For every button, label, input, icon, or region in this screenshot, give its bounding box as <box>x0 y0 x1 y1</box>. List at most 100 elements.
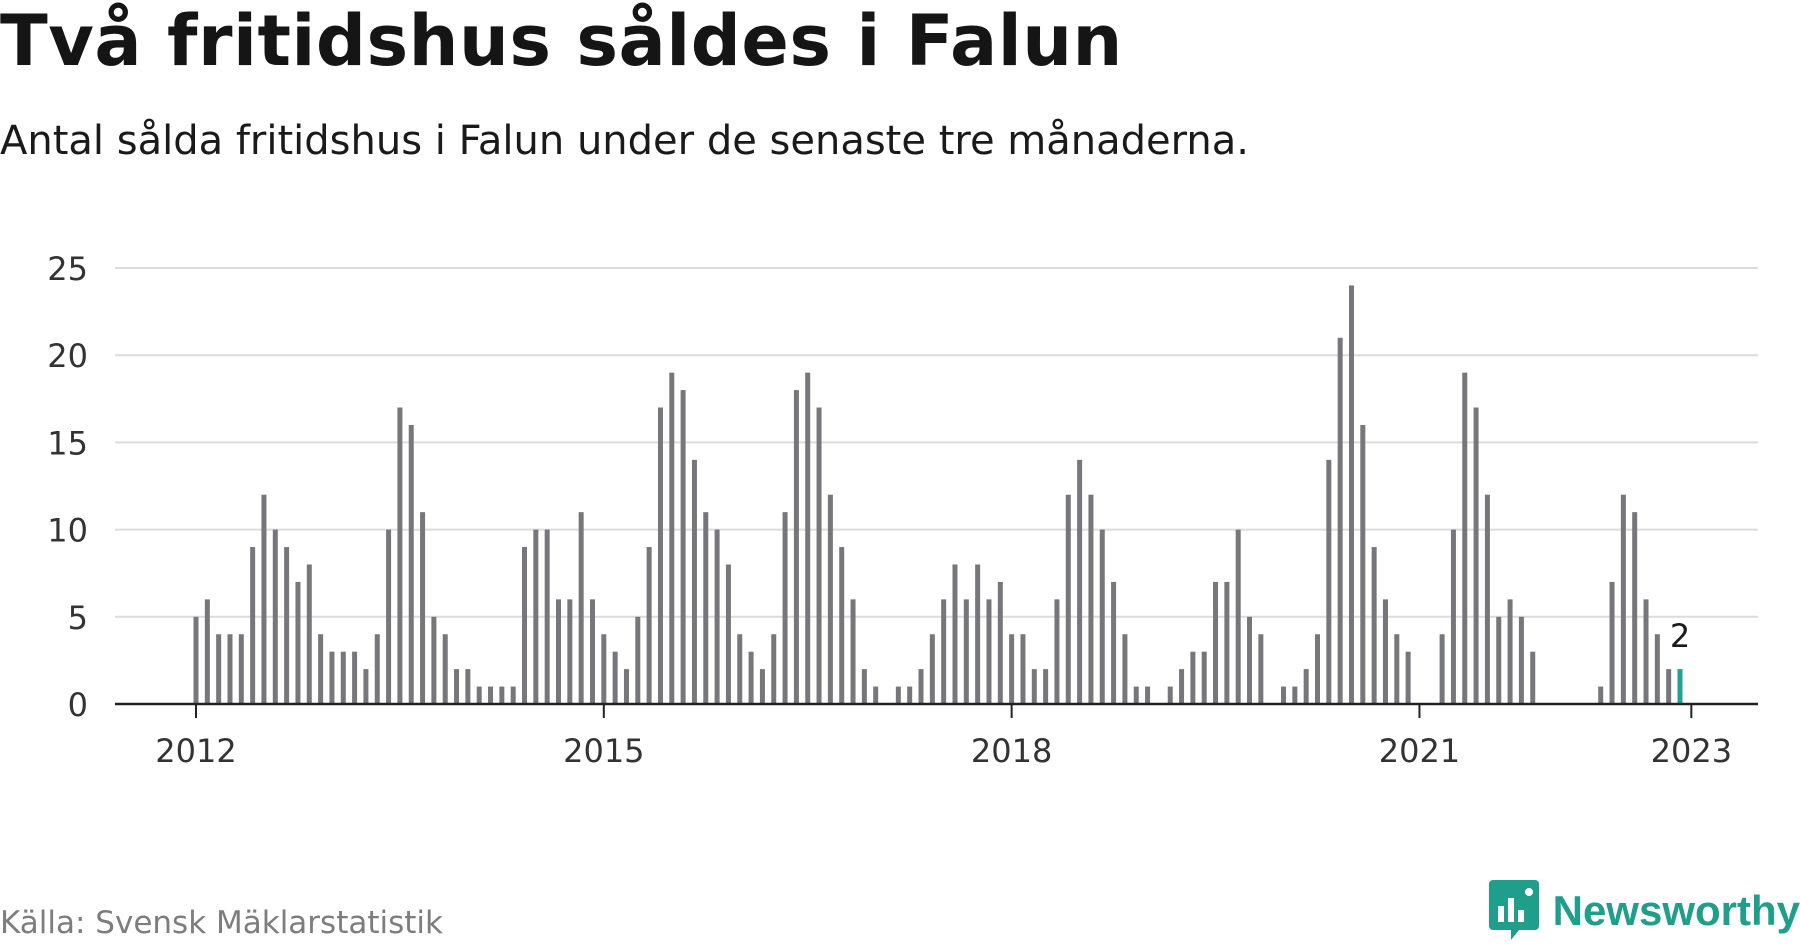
bar <box>284 547 290 704</box>
bar <box>1009 634 1015 704</box>
bar <box>1111 581 1117 704</box>
bar <box>1326 459 1332 704</box>
bar <box>363 669 369 704</box>
bar <box>272 529 278 704</box>
bar <box>997 581 1003 704</box>
bar <box>1043 669 1049 704</box>
bar <box>522 547 528 704</box>
bar-chart: 0 5 10 15 20 25 2012 2015 2018 2021 2023 2 <box>47 250 1758 770</box>
bar <box>918 669 924 704</box>
y-tick-label: 5 <box>68 599 88 637</box>
bar <box>691 459 697 704</box>
bar <box>827 494 833 704</box>
bar <box>816 407 822 704</box>
bar <box>261 494 267 704</box>
bar <box>873 686 879 704</box>
bar <box>1632 512 1638 704</box>
bar <box>748 651 754 704</box>
bar <box>1382 599 1388 704</box>
bar <box>499 686 505 704</box>
chart-subtitle: Antal sålda fritidshus i Falun under de … <box>0 118 1249 164</box>
bar <box>1247 616 1253 704</box>
bar <box>782 512 788 704</box>
bar <box>895 686 901 704</box>
bar-highlight <box>1677 669 1683 704</box>
bar <box>1337 337 1343 704</box>
bar <box>1360 424 1366 704</box>
bar <box>431 616 437 704</box>
bar <box>578 512 584 704</box>
bar <box>1484 494 1490 704</box>
bar <box>476 686 482 704</box>
bar <box>1281 686 1287 704</box>
bar <box>680 390 686 704</box>
x-tick-label: 2012 <box>155 732 236 770</box>
bar <box>1314 634 1320 704</box>
bar <box>839 547 845 704</box>
bar <box>1654 634 1660 704</box>
bar <box>850 599 856 704</box>
bar <box>907 686 913 704</box>
bar <box>635 616 641 704</box>
grid-lines <box>115 267 1758 618</box>
bar <box>771 634 777 704</box>
x-tick-label: 2015 <box>563 732 644 770</box>
y-tick-label: 10 <box>47 512 88 550</box>
bar <box>329 651 335 704</box>
bar <box>714 529 720 704</box>
bar <box>1235 529 1241 704</box>
y-axis-ticks: 0 5 10 15 20 25 <box>47 250 88 724</box>
bar <box>1258 634 1264 704</box>
bar <box>861 669 867 704</box>
bar <box>1099 529 1105 704</box>
bar <box>975 564 981 704</box>
bar <box>454 669 460 704</box>
bar <box>1190 651 1196 704</box>
bar <box>1666 669 1672 704</box>
bar <box>601 634 607 704</box>
newsworthy-logo-icon <box>1488 880 1539 940</box>
bar <box>533 529 539 704</box>
bar <box>1224 581 1230 704</box>
y-tick-label: 15 <box>47 424 88 462</box>
x-tick-label: 2018 <box>971 732 1052 770</box>
bar <box>1201 651 1207 704</box>
bar <box>1496 616 1502 704</box>
bar <box>1133 686 1139 704</box>
bar <box>1213 581 1219 704</box>
bar <box>952 564 958 704</box>
bars <box>193 285 1683 704</box>
bar <box>1371 547 1377 704</box>
brand-name: Newsworthy <box>1552 887 1800 934</box>
bar <box>1179 669 1185 704</box>
bar <box>374 634 380 704</box>
bar <box>737 634 743 704</box>
bar <box>397 407 403 704</box>
bar <box>216 634 222 704</box>
bar <box>929 634 935 704</box>
bar <box>1473 407 1479 704</box>
brand-logo: Newsworthy <box>1488 880 1800 942</box>
bar <box>1122 634 1128 704</box>
bar <box>1530 651 1536 704</box>
bar <box>1394 634 1400 704</box>
bar <box>1054 599 1060 704</box>
bar <box>1145 686 1151 704</box>
bar <box>1303 669 1309 704</box>
x-tick-label: 2023 <box>1651 732 1732 770</box>
bar <box>793 390 799 704</box>
bar <box>759 669 765 704</box>
bar <box>420 512 426 704</box>
bar <box>1450 529 1456 704</box>
y-tick-label: 25 <box>47 250 88 288</box>
bar <box>669 372 675 704</box>
bar <box>1088 494 1094 704</box>
bar <box>544 529 550 704</box>
bar <box>1031 669 1037 704</box>
bar <box>465 669 471 704</box>
bar <box>1077 459 1083 704</box>
y-tick-label: 0 <box>68 686 88 724</box>
bar <box>589 599 595 704</box>
bar <box>295 581 301 704</box>
bar <box>510 686 516 704</box>
